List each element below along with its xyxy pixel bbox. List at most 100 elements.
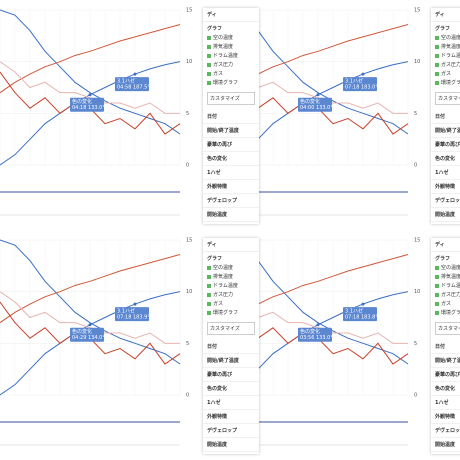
graph-item[interactable]: 排気温度 [431,42,460,51]
field-label: 1ハゼ [431,396,460,410]
field-label: 開始/終了温度 [431,354,460,368]
item-label: ガス [213,301,224,307]
sidebar: ディグラフ空の温度排気温度ドラム温度ガス圧力ガス環境グラフカスタマイズ日付開始/… [431,8,460,224]
customize-button[interactable]: カスタマイズ [435,322,460,335]
y-tick-label: 0 [186,163,189,169]
series-line [0,23,181,94]
field-label: 豪華の再び [203,138,259,152]
customize-button[interactable]: カスタマイズ [207,92,255,105]
graph-item[interactable]: ドラム温度 [203,51,259,60]
graph-item[interactable]: 空の温度 [203,263,259,272]
checkbox[interactable] [435,53,439,58]
tooltip-box [70,97,104,112]
checkbox[interactable] [207,53,211,58]
tooltip-box [115,77,149,92]
graph-item[interactable]: ドラム温度 [431,51,460,60]
graph-item[interactable]: ガス [431,69,460,78]
y-tick-label: 15 [414,8,420,14]
checkbox[interactable] [435,301,439,306]
graph-item[interactable]: 環境グラフ [431,78,460,87]
field-label: 豪華の再び [203,368,259,382]
tooltip-box [70,327,104,342]
graph-item[interactable]: ガス [203,69,259,78]
checkbox[interactable] [207,274,211,279]
section-title: グラフ [207,26,223,32]
checkbox[interactable] [207,80,211,85]
field-label: 終了温度 [431,452,460,454]
checkbox[interactable] [435,71,439,76]
graph-item[interactable]: ドラム温度 [431,281,460,290]
graph-item[interactable]: 排気温度 [203,42,259,51]
item-label: 空の温度 [441,265,460,271]
checkbox[interactable] [435,80,439,85]
field-label: 日付 [203,340,259,354]
item-label: ドラム温度 [441,53,460,59]
field-label: 開始/終了温度 [203,124,259,138]
series-line [0,9,181,135]
checkbox[interactable] [207,44,211,49]
y-tick-label: 5 [186,111,189,117]
checkbox[interactable] [207,71,211,76]
graph-item[interactable]: 環境グラフ [203,308,259,317]
graph-item[interactable]: ドラム温度 [203,281,259,290]
graph-item[interactable]: 排気温度 [431,272,460,281]
checkbox[interactable] [435,310,439,315]
graph-item[interactable]: 環境グラフ [431,308,460,317]
graph-item[interactable]: 空の温度 [431,263,460,272]
tooltip-title: 色の変化 [72,98,92,105]
checkbox[interactable] [207,301,211,306]
item-label: 環境グラフ [213,80,239,86]
tooltip-box [298,327,332,342]
field-label: 終了温度 [203,452,259,454]
field-label: 開始温度 [431,438,460,452]
tooltip-box [115,307,149,322]
checkbox[interactable] [207,283,211,288]
tooltip-detail: 07:18 183.9°C [117,315,154,321]
customize-button[interactable]: カスタマイズ [435,92,460,105]
checkbox[interactable] [435,292,439,297]
item-label: 環境グラフ [213,310,239,316]
checkbox[interactable] [435,274,439,279]
checkbox[interactable] [435,44,439,49]
y-tick-label: 15 [186,8,192,14]
graph-item[interactable]: 環境グラフ [203,78,259,87]
checkbox[interactable] [207,310,211,315]
y-tick-label: 10 [414,289,420,295]
field-label: 豪華の再び [431,368,460,382]
sidebar-header: ディ [431,238,460,252]
checkbox[interactable] [207,265,211,270]
checkbox[interactable] [207,62,211,67]
graph-item[interactable]: ガス圧力 [203,290,259,299]
graph-item[interactable]: ガス圧力 [203,60,259,69]
checkbox[interactable] [435,283,439,288]
checkbox[interactable] [435,35,439,40]
series-line [0,239,181,365]
series-line [0,253,181,324]
tooltip-detail: 07:18 183.0°C [345,85,382,91]
y-tick-label: 10 [414,59,420,65]
item-label: ガス [213,71,224,77]
graph-item[interactable]: ガス [203,299,259,308]
item-label: ガス圧力 [441,292,460,298]
item-label: 環境グラフ [441,80,460,86]
checkbox[interactable] [435,265,439,270]
y-tick-label: 10 [186,289,192,295]
checkbox[interactable] [207,292,211,297]
field-label: 外観特徴 [431,180,460,194]
graph-item[interactable]: ガス圧力 [431,60,460,69]
field-label: 1ハゼ [203,166,259,180]
graph-item[interactable]: 空の温度 [431,33,460,42]
checkbox[interactable] [207,35,211,40]
item-label: ガス [441,301,452,307]
field-label: 1ハゼ [431,166,460,180]
checkbox[interactable] [435,62,439,67]
field-label: デヴェロップ [203,424,259,438]
graph-item[interactable]: ガス [431,299,460,308]
field-label: 日付 [431,340,460,354]
customize-button[interactable]: カスタマイズ [207,322,255,335]
graph-item[interactable]: 空の温度 [203,33,259,42]
graph-item[interactable]: ガス圧力 [431,290,460,299]
graph-item[interactable]: 排気温度 [203,272,259,281]
field-label: 終了温度 [431,222,460,224]
y-tick-label: 10 [186,59,192,65]
